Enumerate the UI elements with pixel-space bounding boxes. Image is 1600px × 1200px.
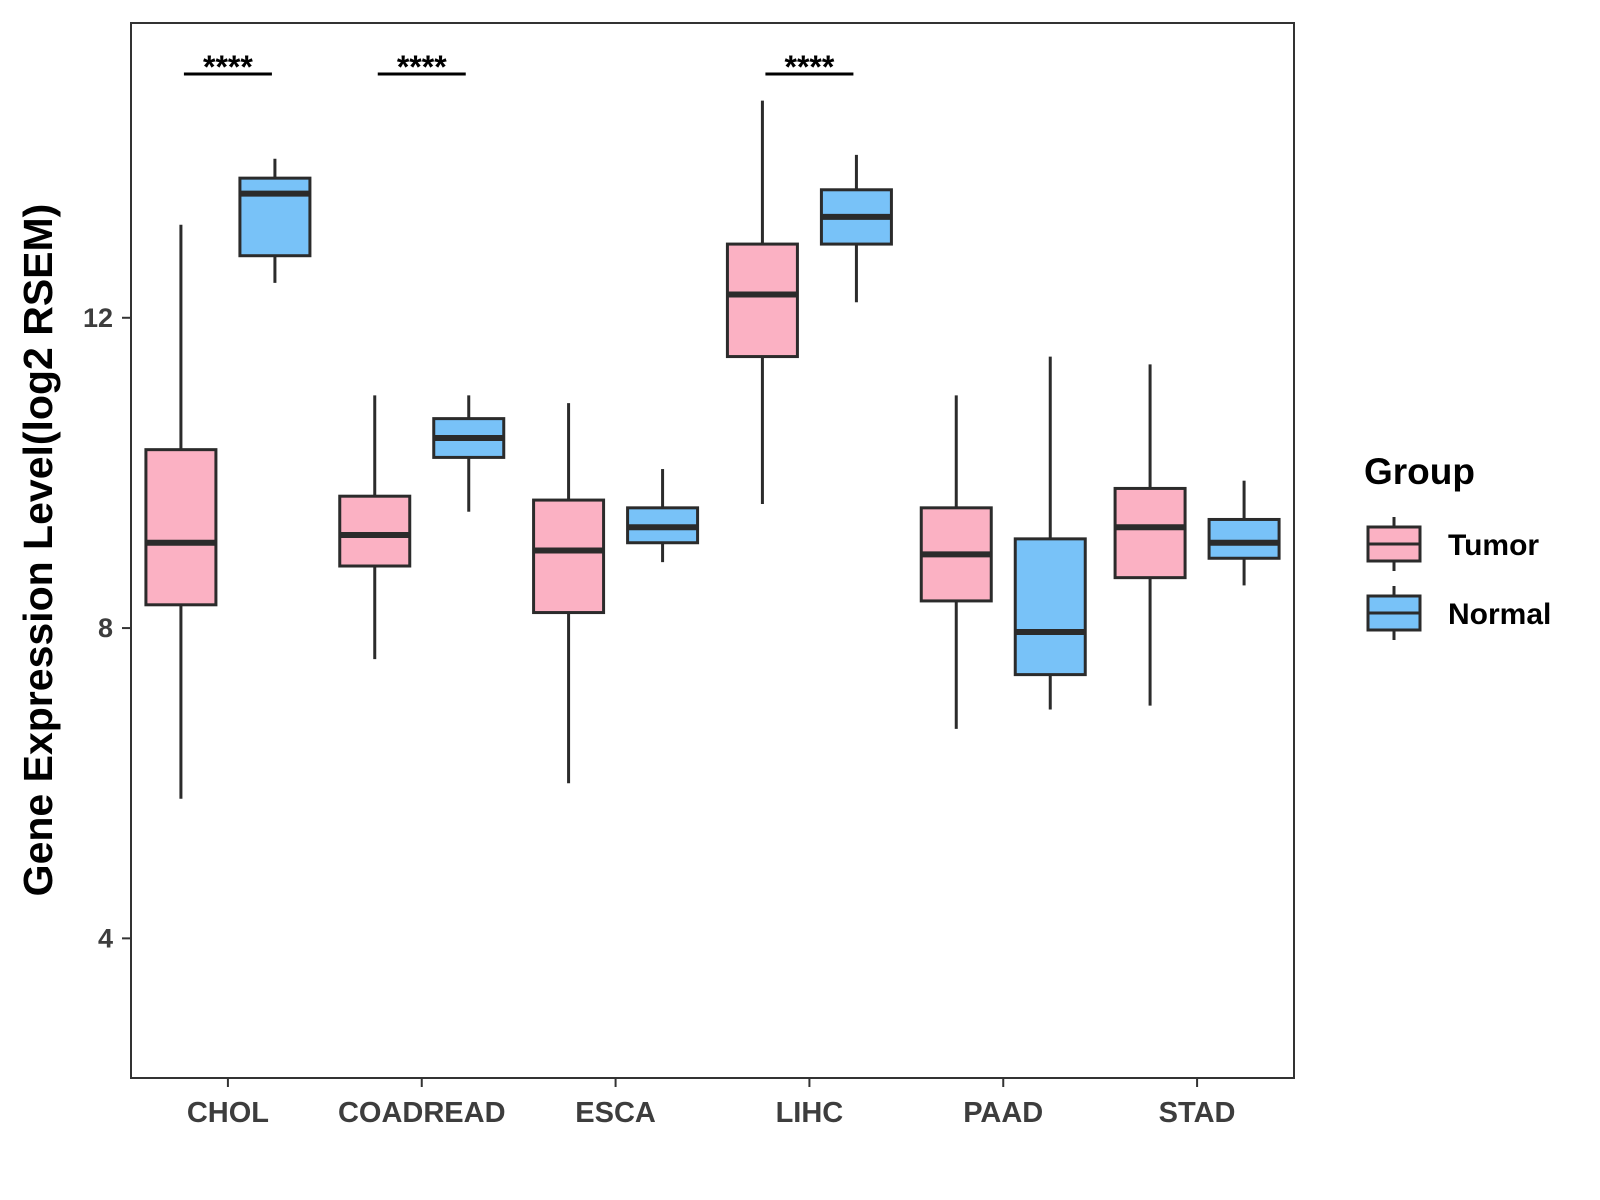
legend: Group Tumor Normal bbox=[1364, 451, 1551, 640]
box-body bbox=[1113, 486, 1187, 580]
box-tumor-paad bbox=[919, 395, 993, 729]
box-normal-paad bbox=[1013, 356, 1087, 710]
y-axis-title: Gene Expression Level(log2 RSEM) bbox=[15, 204, 61, 897]
y-tick-label: 4 bbox=[98, 923, 113, 953]
box-normal-esca bbox=[626, 469, 700, 563]
box-body bbox=[238, 176, 312, 258]
box-body bbox=[1013, 537, 1087, 677]
box-tumor-chol bbox=[144, 224, 218, 799]
plot-panel-border bbox=[130, 22, 1295, 1079]
significance-annotations: **** **** **** bbox=[183, 49, 854, 85]
x-axis: CHOL COADREAD ESCA LIHC PAAD STAD bbox=[187, 1078, 1236, 1129]
y-tick-label: 8 bbox=[98, 613, 113, 643]
x-tick-label: LIHC bbox=[776, 1097, 844, 1129]
box-normal-coadread bbox=[432, 395, 506, 512]
x-tick-label: STAD bbox=[1159, 1097, 1236, 1129]
box-tumor-esca bbox=[532, 403, 606, 784]
box-tumor-lihc bbox=[725, 100, 799, 504]
y-tick-label: 12 bbox=[83, 303, 113, 333]
legend-entry-normal: Normal bbox=[1366, 586, 1551, 640]
box-normal-lihc bbox=[819, 154, 893, 303]
x-tick-label: PAAD bbox=[963, 1097, 1043, 1129]
legend-title: Group bbox=[1364, 451, 1475, 492]
box-body bbox=[725, 242, 799, 359]
significance-label: **** bbox=[203, 49, 253, 85]
box-normal-chol bbox=[238, 158, 312, 283]
box-body bbox=[1207, 517, 1281, 560]
legend-label: Tumor bbox=[1448, 529, 1539, 562]
legend-entry-tumor: Tumor bbox=[1366, 517, 1539, 571]
box-normal-stad bbox=[1207, 480, 1281, 586]
box-tumor-coadread bbox=[338, 395, 412, 660]
x-tick-label: ESCA bbox=[575, 1097, 656, 1129]
box-body bbox=[144, 448, 218, 607]
box-tumor-stad bbox=[1113, 364, 1187, 706]
x-tick-label: COADREAD bbox=[338, 1097, 506, 1129]
significance-label: **** bbox=[785, 49, 835, 85]
box-body bbox=[532, 498, 606, 615]
box-series bbox=[144, 100, 1281, 799]
significance-label: **** bbox=[397, 49, 447, 85]
y-axis: 4 8 12 bbox=[83, 303, 131, 953]
legend-label: Normal bbox=[1448, 598, 1551, 631]
x-tick-label: CHOL bbox=[187, 1097, 269, 1129]
box-body bbox=[338, 494, 412, 568]
